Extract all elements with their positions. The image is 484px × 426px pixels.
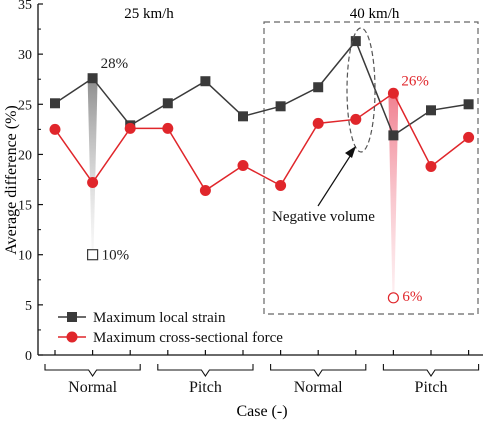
- y-tick-label: 5: [25, 299, 32, 314]
- force-point: [425, 160, 437, 172]
- y-axis-label: Average difference (%): [3, 105, 20, 255]
- strain-point: [50, 98, 60, 109]
- series-line-2: [54, 92, 470, 192]
- strain-point: [238, 111, 248, 122]
- strain-point: [350, 36, 361, 47]
- force-top-label: 26%: [401, 73, 429, 89]
- force-point: [387, 87, 399, 99]
- y-tick-label: 20: [18, 148, 32, 163]
- y-tick-label: 0: [25, 349, 32, 364]
- legend-strain-label: Maximum local strain: [93, 310, 226, 326]
- strain-point: [87, 73, 98, 84]
- force-bottom-label: 6%: [402, 289, 422, 305]
- legend-force-label: Maximum cross-sectional force: [93, 330, 283, 346]
- force-point: [275, 180, 287, 192]
- strain-point: [388, 130, 399, 141]
- y-tick-label: 35: [18, 0, 32, 13]
- legend-strain-marker: [67, 312, 77, 322]
- speed-label-25: 25 km/h: [124, 6, 174, 22]
- x-axis-label: Case (-): [236, 403, 287, 420]
- strain-point: [200, 76, 211, 87]
- group-label: Normal: [68, 379, 117, 396]
- strain-point: [463, 99, 474, 110]
- series-line-1: [54, 39, 469, 137]
- force-point: [162, 122, 174, 134]
- group-label: Normal: [294, 379, 343, 396]
- force-point: [124, 122, 136, 134]
- highlight-box: [263, 21, 479, 315]
- y-tick-label: 15: [18, 199, 32, 214]
- force-spread-shape: [388, 93, 399, 294]
- strain-point: [426, 105, 436, 116]
- strain-point: [275, 101, 286, 112]
- y-tick-label: 10: [18, 249, 32, 264]
- strain-min-marker: [86, 249, 99, 261]
- legend: Maximum local strain Maximum cross-secti…: [58, 310, 283, 346]
- negative-volume-label: Negative volume: [272, 209, 375, 225]
- force-point: [199, 185, 211, 197]
- strain-bottom-label: 10%: [102, 248, 130, 264]
- strain-spread-shape: [87, 78, 98, 251]
- y-tick-label: 25: [18, 98, 32, 113]
- strain-point: [313, 82, 324, 93]
- strain-point: [162, 98, 173, 109]
- group-label: Pitch: [189, 379, 222, 396]
- group-brace: [382, 364, 480, 377]
- force-point: [237, 159, 249, 171]
- y-tick-label: 30: [18, 48, 32, 63]
- group-brace: [270, 364, 367, 377]
- force-point: [49, 123, 61, 135]
- strain-top-label: 28%: [101, 56, 129, 72]
- group-brace: [157, 364, 254, 377]
- legend-force-marker: [66, 331, 78, 343]
- group-brace: [44, 364, 141, 377]
- group-label: Pitch: [415, 379, 448, 396]
- force-point: [350, 113, 362, 125]
- speed-label-40: 40 km/h: [350, 6, 400, 22]
- force-point: [463, 131, 475, 143]
- negative-volume-ellipse: [346, 27, 376, 153]
- force-point: [312, 117, 324, 129]
- negative-volume-arrowhead: [345, 146, 356, 158]
- force-min-marker: [387, 292, 399, 304]
- negative-volume-arrow: [317, 149, 355, 207]
- force-point: [87, 177, 99, 189]
